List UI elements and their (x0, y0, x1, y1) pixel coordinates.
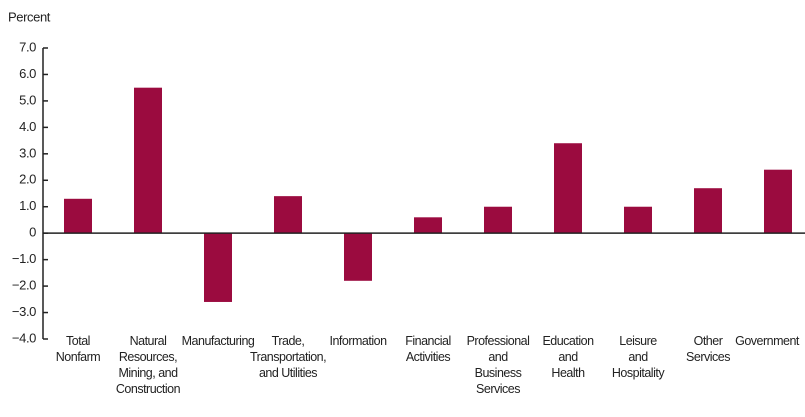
y-tick-label: −1.0 (12, 251, 36, 266)
y-tick-label: 1.0 (19, 198, 36, 213)
bar (484, 206, 512, 234)
y-tick-label: 6.0 (19, 66, 36, 81)
x-tick-label: Natural Resources, Mining, and Construct… (115, 334, 181, 396)
x-tick-label: Government (735, 334, 799, 348)
y-tick-label: −4.0 (12, 330, 36, 345)
x-tick-label: Education and Health (542, 334, 594, 380)
bar (134, 87, 162, 234)
x-tick-label: Leisure and Hospitality (611, 334, 665, 380)
x-tick-label: Total Nonfarm (55, 334, 101, 364)
x-tick-label: Information (329, 334, 387, 348)
bar (344, 233, 372, 281)
y-tick-label: −3.0 (12, 304, 36, 319)
bar (204, 233, 232, 302)
bar (764, 169, 792, 234)
bar (414, 217, 442, 234)
y-tick-label: 2.0 (19, 172, 36, 187)
y-tick-label: 0 (29, 225, 36, 240)
bar (554, 143, 582, 234)
y-tick-label: 3.0 (19, 145, 36, 160)
y-axis-label: Percent (8, 9, 51, 24)
y-tick-label: 4.0 (19, 119, 36, 134)
y-tick-label: 7.0 (19, 39, 36, 54)
x-tick-label: Manufacturing (181, 334, 255, 348)
y-tick-label: −2.0 (12, 278, 36, 293)
bar (694, 188, 722, 234)
bar (274, 196, 302, 234)
bar (624, 206, 652, 234)
x-tick-label: Trade, Transportation, and Utilities (250, 334, 327, 380)
y-tick-label: 5.0 (19, 92, 36, 107)
x-tick-label: Financial Activities (405, 334, 451, 364)
bar (64, 198, 92, 234)
x-tick-label: Professional and Business Services (466, 334, 530, 396)
x-tick-label: Other Services (686, 334, 730, 364)
